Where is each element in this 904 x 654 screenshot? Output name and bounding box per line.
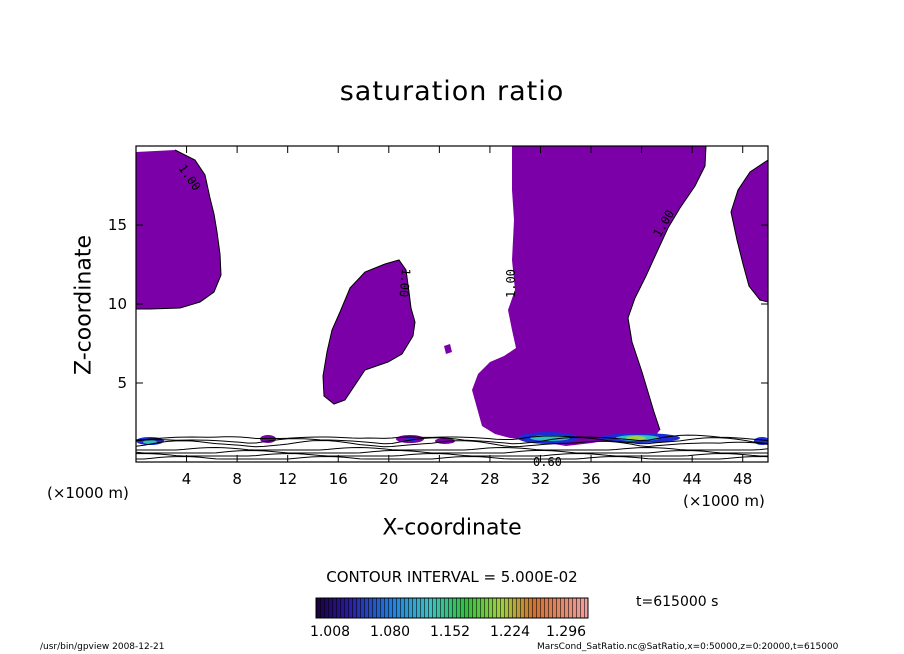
- contour-line: [136, 449, 768, 454]
- colorbar-tick-label: 1.152: [430, 624, 470, 640]
- colorbar-tick-label: 1.080: [370, 624, 410, 640]
- x-axis-label: X-coordinate: [382, 515, 522, 541]
- contour-line: [136, 434, 768, 442]
- contour-line: [136, 455, 768, 460]
- x-tick-label: 20: [379, 470, 398, 488]
- region-left-upper: [136, 150, 221, 309]
- contour-label: 0.60: [533, 455, 562, 469]
- footer-right: MarsCond_SatRatio.nc@SatRatio,x=0:50000,…: [537, 642, 839, 652]
- footer-left: /usr/bin/gpview 2008-12-21: [40, 642, 165, 652]
- x-tick-label: 40: [632, 470, 651, 488]
- contour-interval: CONTOUR INTERVAL = 5.000E-02: [326, 568, 578, 586]
- y-tick-label: 10: [108, 295, 127, 313]
- x-tick-label: 44: [683, 470, 702, 488]
- contour-line: [136, 439, 768, 448]
- x-tick-label: 24: [430, 470, 449, 488]
- x-tick-label: 8: [232, 470, 242, 488]
- colorbar-labels: 1.008 1.080 1.152 1.224 1.296: [310, 624, 586, 640]
- x-unit-label-right: (×1000 m): [683, 492, 765, 510]
- contour-labels: 1.001.00 1.001.000.60: [176, 162, 678, 469]
- x-tick-label: 32: [531, 470, 550, 488]
- region-mid-left: [323, 260, 415, 404]
- contour-label: 1.00: [504, 269, 518, 298]
- colorbar: [315, 597, 589, 619]
- colorbar-tick-label: 1.008: [310, 624, 350, 640]
- time-label: t=615000 s: [636, 594, 719, 610]
- y-tick-label: 5: [117, 374, 127, 392]
- plot-area: [136, 146, 768, 460]
- y-tick-label: 15: [108, 216, 127, 234]
- x-tick-label: 4: [182, 470, 192, 488]
- x-unit-label-left: (×1000 m): [47, 484, 129, 502]
- x-tick-label: 36: [581, 470, 600, 488]
- colorbar-tick-label: 1.224: [490, 624, 530, 640]
- region-right-upper: [731, 160, 768, 302]
- contour-line: [136, 436, 768, 445]
- x-tick-label: 48: [733, 470, 752, 488]
- x-tick-labels: 4 8 12 16 20 24 28 32 36 40 44 48: [182, 470, 752, 488]
- x-tick-label: 12: [278, 470, 297, 488]
- colorbar-tick-label: 1.296: [546, 624, 586, 640]
- contour-line: [136, 452, 768, 457]
- x-tick-label: 28: [480, 470, 499, 488]
- y-tick-labels: 5 10 15: [108, 216, 127, 392]
- region-center: [472, 146, 706, 446]
- region-small-blob: [444, 344, 452, 354]
- contour-line: [136, 446, 768, 451]
- axis-ticks: [136, 146, 768, 462]
- colorbar-frame: [315, 597, 589, 619]
- chart-title: saturation ratio: [339, 76, 565, 107]
- y-axis-label: Z-coordinate: [71, 235, 97, 375]
- x-tick-label: 16: [329, 470, 348, 488]
- surface-contours: [136, 434, 768, 460]
- contour-label: 1.00: [396, 268, 412, 298]
- region-outlines: [136, 146, 768, 431]
